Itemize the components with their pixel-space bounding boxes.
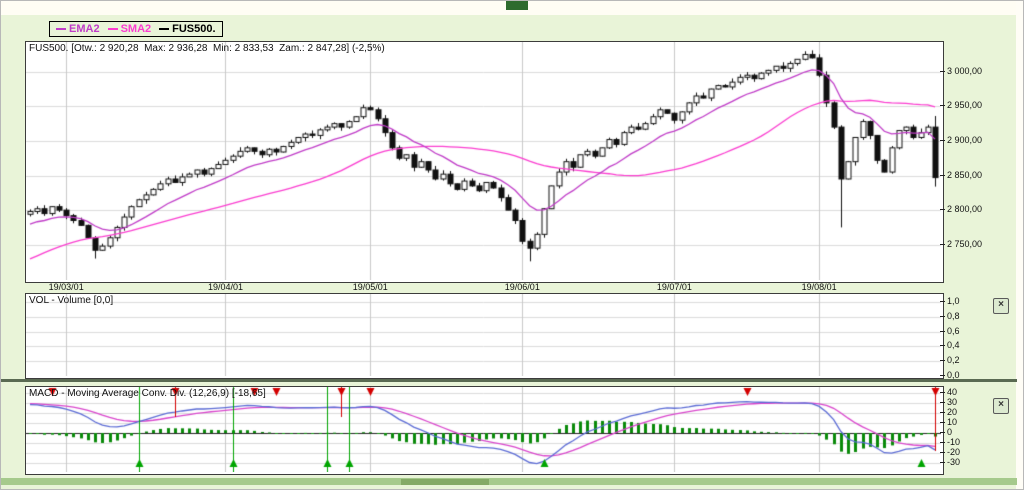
volume-ytick-label: 0,0 <box>940 370 960 380</box>
macd-panel-header: MACD - Moving Average Conv. Div. (12,26,… <box>29 388 266 399</box>
price-panel-header: FUS500. [Otw.: 2 920,28 Max: 2 936,28 Mi… <box>29 43 385 54</box>
legend-item-sma2[interactable]: SMA2 <box>107 23 152 35</box>
price-ytick-label: 2 900,00 <box>939 135 983 145</box>
bottom-status-bar <box>1 478 1017 485</box>
volume-chart-canvas[interactable] <box>26 294 941 376</box>
price-ytick-label: 2 750,00 <box>939 239 983 249</box>
macd-close-button[interactable]: × <box>993 398 1009 414</box>
macd-ytick-label: 40 <box>939 387 958 397</box>
legend-label: SMA2 <box>120 23 152 35</box>
date-label: 19/06/01 <box>504 282 540 292</box>
volume-panel: VOL - Volume [0,0] <box>25 293 944 379</box>
macd-ytick-label: -20 <box>939 447 961 457</box>
macd-chart-canvas[interactable] <box>26 387 941 472</box>
fus500-line-swatch <box>159 28 170 30</box>
legend-label: EMA2 <box>69 23 100 35</box>
bottom-status-bar-segment <box>401 479 489 485</box>
price-ytick-label: 2 950,00 <box>939 100 983 110</box>
price-chart-panel: FUS500. [Otw.: 2 920,28 Max: 2 936,28 Mi… <box>25 41 944 283</box>
date-label: 19/08/01 <box>801 282 837 292</box>
volume-ytick-label: 0,2 <box>940 355 960 365</box>
date-label: 19/05/01 <box>352 282 388 292</box>
price-ytick-label: 2 800,00 <box>939 204 983 214</box>
volume-panel-header: VOL - Volume [0,0] <box>29 295 114 306</box>
volume-close-button[interactable]: × <box>993 298 1009 314</box>
volume-ytick-label: 0,4 <box>940 340 960 350</box>
indicator-legend: EMA2 SMA2 FUS500. <box>49 21 223 37</box>
legend-item-ema2[interactable]: EMA2 <box>56 23 100 35</box>
price-chart-canvas[interactable] <box>26 42 941 280</box>
price-ytick-label: 2 850,00 <box>939 170 983 180</box>
sma2-line-swatch <box>107 28 118 30</box>
volume-ytick-label: 0,8 <box>940 311 960 321</box>
macd-ytick-label: 20 <box>939 407 958 417</box>
macd-ytick-label: -30 <box>939 457 961 467</box>
titlebar-fragment <box>506 1 528 10</box>
macd-ytick-label: 30 <box>939 397 958 407</box>
price-ytick-label: 3 000,00 <box>939 66 983 76</box>
macd-ytick-label: -10 <box>939 437 961 447</box>
macd-ytick-label: 10 <box>939 417 958 427</box>
volume-ytick-label: 1,0 <box>940 296 960 306</box>
macd-ytick-label: 0 <box>939 427 953 437</box>
date-label: 19/04/01 <box>207 282 243 292</box>
macd-panel: MACD - Moving Average Conv. Div. (12,26,… <box>25 386 944 475</box>
date-label: 19/07/01 <box>656 282 692 292</box>
ema2-line-swatch <box>56 28 66 30</box>
date-label: 19/03/01 <box>48 282 84 292</box>
panel-divider <box>1 379 1017 382</box>
volume-ytick-label: 0,6 <box>940 326 960 336</box>
right-margin <box>1016 1 1023 489</box>
legend-label: FUS500. <box>172 23 216 35</box>
legend-item-fus500[interactable]: FUS500. <box>159 23 216 35</box>
